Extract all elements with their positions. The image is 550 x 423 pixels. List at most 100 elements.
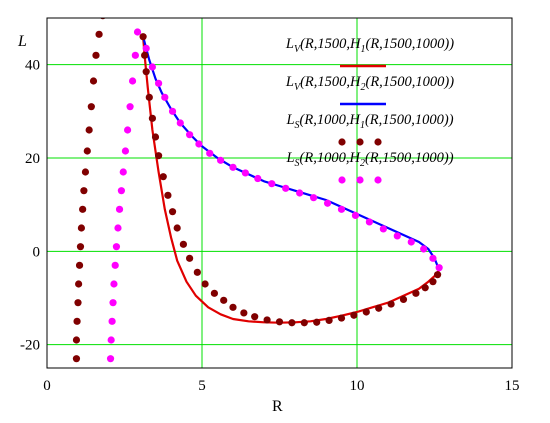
- series-point-4: [81, 168, 90, 176]
- series-point-6: [108, 317, 116, 325]
- legend-swatch-3: [374, 176, 382, 184]
- legend-label-1: LV(R,1500,H2(R,1500,1000)): [285, 74, 454, 93]
- series-point-2: [151, 133, 160, 141]
- series-point-2: [164, 191, 172, 199]
- series-point-4: [80, 187, 88, 195]
- series-point-3: [206, 149, 214, 157]
- legend-swatch-2: [338, 138, 346, 146]
- legend-swatch-2: [356, 138, 364, 146]
- series-point-6: [124, 126, 132, 134]
- y-tick-label: -20: [20, 338, 40, 354]
- series-point-7: [133, 28, 142, 36]
- series-point-2: [429, 278, 437, 286]
- series-point-3: [186, 131, 194, 139]
- series-point-3: [351, 211, 360, 219]
- y-tick-label: 20: [25, 151, 40, 167]
- x-tick-label: 5: [198, 378, 206, 394]
- series-point-3: [435, 264, 443, 272]
- series-point-5: [95, 30, 103, 38]
- series-point-6: [119, 168, 127, 176]
- series-point-4: [73, 317, 81, 325]
- series-point-3: [176, 119, 184, 127]
- series-point-6: [117, 187, 125, 195]
- tick-labels: 0 5 10 15 -20 0 20 40: [20, 58, 520, 394]
- series-point-2: [434, 271, 442, 279]
- series-point-2: [186, 254, 194, 262]
- series-point-2: [168, 208, 177, 216]
- series-point-3: [393, 232, 401, 240]
- series-point-2: [275, 318, 284, 326]
- legend-label-0: LV(R,1500,H1(R,1500,1000)): [285, 36, 454, 55]
- series-point-2: [325, 316, 333, 324]
- series-point-3: [365, 218, 373, 226]
- series-point-3: [429, 254, 437, 262]
- legend: LV(R,1500,H1(R,1500,1000)) LV(R,1500,H2(R…: [285, 36, 454, 184]
- y-tick-label: 40: [25, 58, 40, 74]
- series-point-2: [313, 318, 321, 326]
- series-point-3: [282, 184, 290, 192]
- series-point-3: [142, 44, 150, 52]
- plot-area: [72, 18, 443, 363]
- legend-swatch-2: [374, 138, 382, 146]
- series-point-2: [300, 319, 308, 327]
- legend-swatch-3: [338, 176, 346, 184]
- series-point-2: [193, 268, 201, 276]
- series-point-2: [337, 314, 346, 322]
- series-point-6: [128, 77, 137, 85]
- series-point-3: [148, 63, 156, 71]
- series-point-2: [263, 316, 271, 324]
- series-point-2: [375, 304, 383, 312]
- series-point-3: [296, 189, 304, 197]
- series-point-6: [115, 205, 124, 213]
- x-tick-label: 15: [505, 378, 520, 394]
- series-point-3: [379, 225, 387, 233]
- series-point-3: [168, 107, 177, 115]
- series-point-3: [323, 199, 332, 207]
- series-point-4: [72, 355, 81, 363]
- series-point-2: [412, 289, 420, 297]
- series-point-3: [337, 205, 346, 213]
- y-tick-label: 0: [33, 244, 41, 260]
- series-point-2: [173, 224, 181, 232]
- series-point-3: [407, 238, 415, 246]
- series-point-2: [399, 295, 408, 303]
- grid-lines: [47, 18, 512, 368]
- series-point-6: [131, 51, 139, 59]
- series-point-6: [106, 355, 115, 363]
- series-point-3: [310, 194, 318, 202]
- series-point-2: [179, 240, 187, 248]
- legend-swatch-3: [356, 176, 364, 184]
- series-point-2: [142, 68, 150, 76]
- series-point-2: [145, 93, 153, 101]
- x-tick-label: 10: [350, 378, 365, 394]
- series-point-4: [77, 224, 86, 232]
- series-point-4: [85, 126, 93, 134]
- y-axis-label: L: [17, 33, 27, 50]
- series-point-4: [79, 205, 87, 213]
- series-point-6: [114, 224, 122, 232]
- series-point-2: [362, 308, 370, 316]
- series-point-2: [251, 313, 259, 321]
- series-point-3: [241, 169, 249, 177]
- series-point-6: [110, 280, 118, 288]
- plot-frame: [46, 17, 513, 369]
- x-tick-label: 0: [43, 378, 51, 394]
- series-point-2: [148, 114, 156, 122]
- series-point-2: [240, 309, 248, 317]
- series-point-4: [75, 261, 84, 269]
- series-point-5: [92, 51, 100, 59]
- series-point-4: [72, 336, 81, 344]
- series-point-6: [112, 243, 121, 251]
- series-point-2: [350, 311, 358, 319]
- series-point-2: [155, 152, 163, 160]
- series-point-2: [141, 51, 149, 59]
- series-point-6: [121, 147, 130, 155]
- series-point-2: [421, 284, 429, 292]
- series-point-4: [76, 243, 85, 251]
- series-point-2: [201, 280, 209, 288]
- x-axis-label: R: [272, 398, 283, 415]
- series-line-0: [142, 36, 441, 324]
- series-point-6: [109, 299, 117, 307]
- series-point-2: [210, 289, 218, 297]
